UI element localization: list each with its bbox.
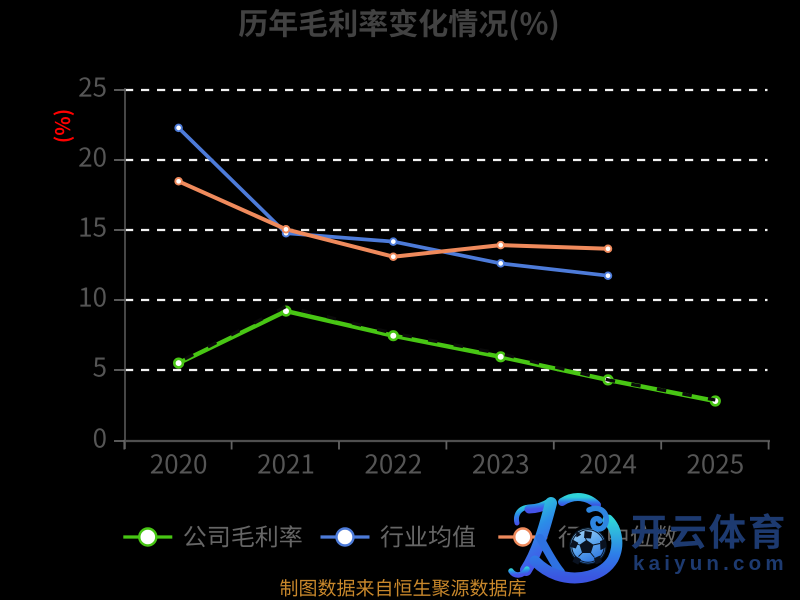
- svg-text:kaiyun.com: kaiyun.com: [633, 552, 788, 575]
